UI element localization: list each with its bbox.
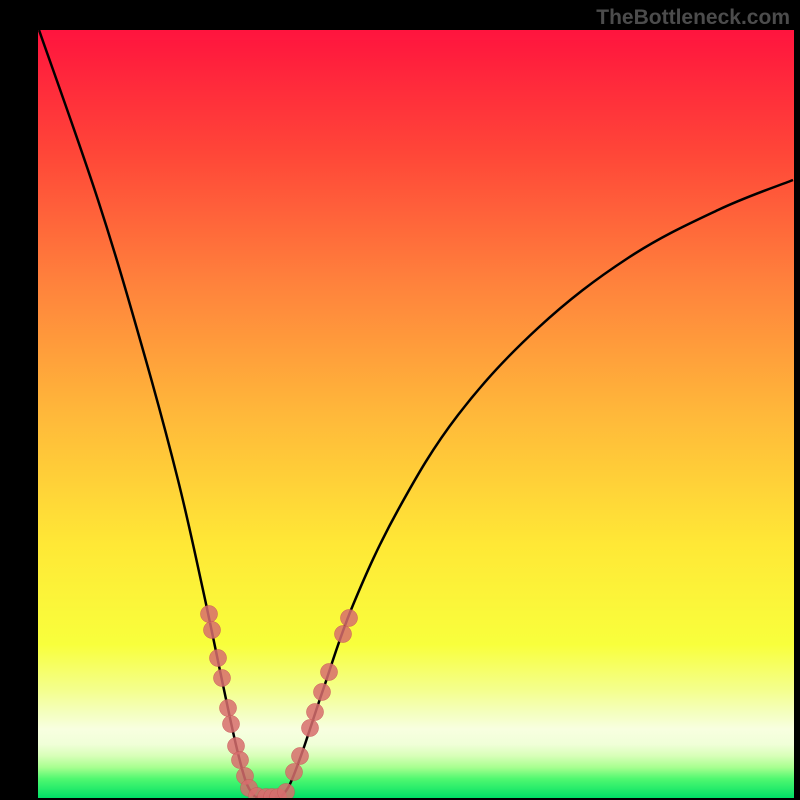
marker-point bbox=[292, 748, 309, 765]
watermark-text: TheBottleneck.com bbox=[596, 6, 790, 30]
marker-point bbox=[214, 670, 231, 687]
marker-point bbox=[286, 764, 303, 781]
marker-point bbox=[201, 606, 218, 623]
chart-svg bbox=[38, 30, 794, 798]
curve-right bbox=[281, 180, 793, 797]
marker-point bbox=[321, 664, 338, 681]
marker-point bbox=[314, 684, 331, 701]
marker-point bbox=[278, 784, 295, 799]
marker-point bbox=[335, 626, 352, 643]
plot-area bbox=[38, 30, 794, 798]
marker-point bbox=[341, 610, 358, 627]
marker-point bbox=[210, 650, 227, 667]
marker-point bbox=[232, 752, 249, 769]
marker-point bbox=[307, 704, 324, 721]
marker-point bbox=[302, 720, 319, 737]
marker-point bbox=[220, 700, 237, 717]
marker-point bbox=[204, 622, 221, 639]
marker-point bbox=[223, 716, 240, 733]
